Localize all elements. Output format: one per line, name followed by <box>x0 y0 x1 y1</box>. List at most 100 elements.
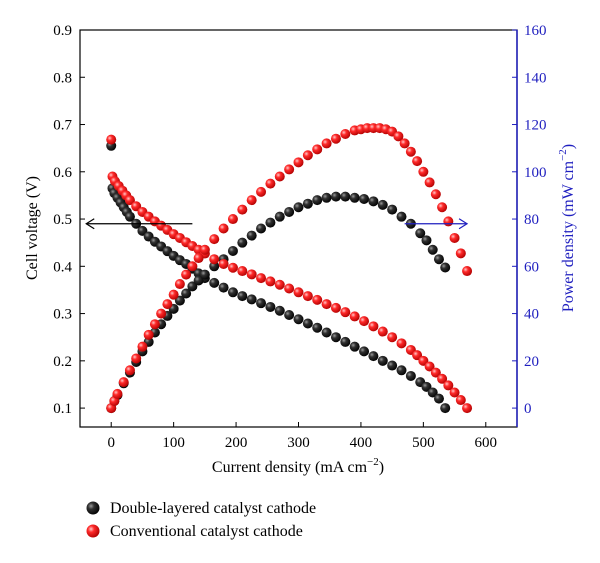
voltage-point-double-layered <box>227 287 238 298</box>
power-point-conventional <box>168 289 179 300</box>
x-axis-title: Current density (mA cm−2) <box>212 456 384 476</box>
power-point-double-layered <box>187 281 198 292</box>
power-point-double-layered <box>237 237 248 248</box>
power-point-double-layered <box>340 191 351 202</box>
power-point-conventional <box>330 133 341 144</box>
power-point-conventional <box>199 244 210 255</box>
voltage-point-conventional <box>368 321 379 332</box>
power-point-double-layered <box>256 223 267 234</box>
voltage-point-conventional <box>106 134 117 145</box>
voltage-point-conventional <box>330 302 341 313</box>
power-point-double-layered <box>246 230 257 241</box>
power-point-double-layered <box>433 254 444 265</box>
power-point-double-layered <box>349 192 360 203</box>
voltage-point-double-layered <box>237 291 248 302</box>
voltage-point-double-layered <box>209 277 220 288</box>
power-point-conventional <box>149 319 160 330</box>
voltage-point-conventional <box>377 326 388 337</box>
voltage-point-double-layered <box>246 294 257 305</box>
power-point-conventional <box>462 266 473 277</box>
voltage-point-conventional <box>455 395 466 406</box>
power-point-double-layered <box>265 217 276 228</box>
legend-marker-double-layered <box>86 501 100 515</box>
left-axis-arrow-head <box>85 218 95 230</box>
y-left-tick-label: 0.4 <box>53 259 72 275</box>
power-point-double-layered <box>440 262 451 273</box>
power-point-double-layered <box>368 196 379 207</box>
legend-marker-conventional <box>86 524 100 538</box>
voltage-point-conventional <box>387 332 398 343</box>
power-point-double-layered <box>293 202 304 213</box>
voltage-point-conventional <box>437 373 448 384</box>
y-right-tick-label: 160 <box>524 23 547 39</box>
voltage-point-double-layered <box>265 301 276 312</box>
y-right-axis-title-sup: −2 <box>557 149 569 161</box>
power-point-conventional <box>340 128 351 139</box>
legend-item-conventional: Conventional catalyst cathode <box>86 523 303 540</box>
x-tick-label: 400 <box>350 435 373 451</box>
x-tick-label: 600 <box>475 435 498 451</box>
power-point-conventional <box>162 299 173 310</box>
power-point-conventional <box>246 195 257 206</box>
voltage-point-double-layered <box>377 355 388 366</box>
power-point-conventional <box>218 223 229 234</box>
voltage-point-conventional <box>359 316 370 327</box>
voltage-point-conventional <box>124 195 135 206</box>
voltage-point-conventional <box>293 287 304 298</box>
right-axis-arrow-head <box>458 218 469 230</box>
y-right-tick-label: 40 <box>524 307 539 323</box>
y-left-tick-label: 0.3 <box>53 307 72 323</box>
voltage-point-conventional <box>321 299 332 310</box>
power-point-conventional <box>124 365 135 376</box>
voltage-point-conventional <box>246 269 257 280</box>
power-point-conventional <box>321 138 332 149</box>
power-point-conventional <box>112 388 123 399</box>
voltage-point-conventional <box>284 283 295 294</box>
power-point-conventional <box>418 166 429 177</box>
voltage-point-double-layered <box>405 370 416 381</box>
y-left-axis-title: Cell voltage (V) <box>24 176 41 280</box>
power-point-double-layered <box>181 288 192 299</box>
series-conventional <box>106 123 473 414</box>
power-point-double-layered <box>377 199 388 210</box>
y-left-tick-label: 0.8 <box>53 70 72 86</box>
power-point-conventional <box>399 138 410 149</box>
y-left-tick-label: 0.6 <box>53 165 72 181</box>
voltage-point-conventional <box>430 367 441 378</box>
power-point-double-layered <box>321 192 332 203</box>
voltage-point-conventional <box>349 311 360 322</box>
voltage-point-double-layered <box>312 322 323 333</box>
x-tick-label: 500 <box>412 435 435 451</box>
voltage-point-double-layered <box>433 393 444 404</box>
x-tick-label: 0 <box>107 435 115 451</box>
power-point-conventional <box>209 234 220 245</box>
voltage-point-conventional <box>237 266 248 277</box>
power-point-conventional <box>393 131 404 142</box>
voltage-point-conventional <box>449 387 460 398</box>
voltage-point-conventional <box>265 276 276 287</box>
x-axis-title-sup: −2 <box>367 456 379 468</box>
power-point-double-layered <box>209 261 220 272</box>
voltage-point-double-layered <box>340 336 351 347</box>
voltage-point-conventional <box>256 273 267 284</box>
power-point-conventional <box>437 202 448 213</box>
power-point-conventional <box>430 189 441 200</box>
voltage-point-conventional <box>274 279 285 290</box>
power-point-double-layered <box>193 275 204 286</box>
voltage-point-conventional <box>340 307 351 318</box>
power-point-double-layered <box>415 228 426 239</box>
voltage-point-conventional <box>424 361 435 372</box>
voltage-point-double-layered <box>321 327 332 338</box>
power-point-conventional <box>312 144 323 155</box>
power-point-conventional <box>237 204 248 215</box>
power-point-conventional <box>412 156 423 167</box>
legend-label-conventional: Conventional catalyst cathode <box>110 523 303 540</box>
voltage-point-double-layered <box>387 360 398 371</box>
voltage-point-conventional <box>218 258 229 269</box>
x-tick-label: 100 <box>162 435 185 451</box>
y-left-tick-label: 0.9 <box>53 23 72 39</box>
power-point-conventional <box>443 216 454 227</box>
power-point-conventional <box>227 214 238 225</box>
y-left-tick-label: 0.1 <box>53 401 72 417</box>
